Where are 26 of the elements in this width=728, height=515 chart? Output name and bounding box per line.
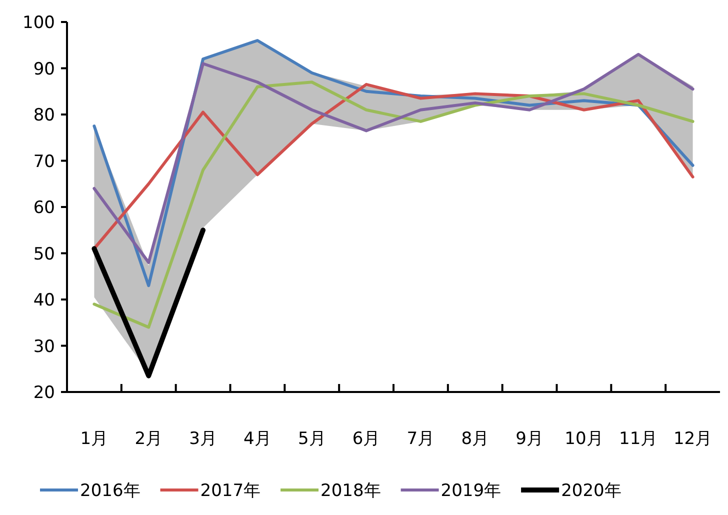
x-tick-label: 2月 <box>134 429 163 449</box>
y-tick-label: 60 <box>33 198 55 218</box>
y-tick-label: 100 <box>22 13 55 33</box>
x-tick-label: 5月 <box>298 429 326 449</box>
legend-label: 2016年 <box>80 481 140 501</box>
legend-label: 2018年 <box>320 481 381 501</box>
x-tick-label: 10月 <box>564 429 604 449</box>
legend-label: 2020年 <box>561 481 622 501</box>
x-tick-label: 1月 <box>80 429 108 449</box>
y-tick-label: 20 <box>33 383 55 403</box>
x-tick-label: 6月 <box>352 429 380 449</box>
x-tick-label: 8月 <box>461 429 490 449</box>
y-tick-label: 80 <box>33 106 55 126</box>
y-tick-label: 40 <box>33 290 55 310</box>
x-tick-label: 12月 <box>673 429 712 449</box>
x-tick-label: 11月 <box>619 429 658 449</box>
y-tick-label: 90 <box>33 59 55 80</box>
y-tick-label: 30 <box>33 336 55 357</box>
x-tick-label: 7月 <box>406 429 435 449</box>
x-tick-label: 3月 <box>189 429 217 449</box>
legend-label: 2019年 <box>440 481 502 501</box>
y-tick-label: 70 <box>33 152 55 172</box>
x-tick-label: 4月 <box>244 429 272 449</box>
x-tick-label: 9月 <box>516 429 544 449</box>
y-tick-label: 50 <box>33 244 55 264</box>
legend-label: 2017年 <box>200 481 261 501</box>
